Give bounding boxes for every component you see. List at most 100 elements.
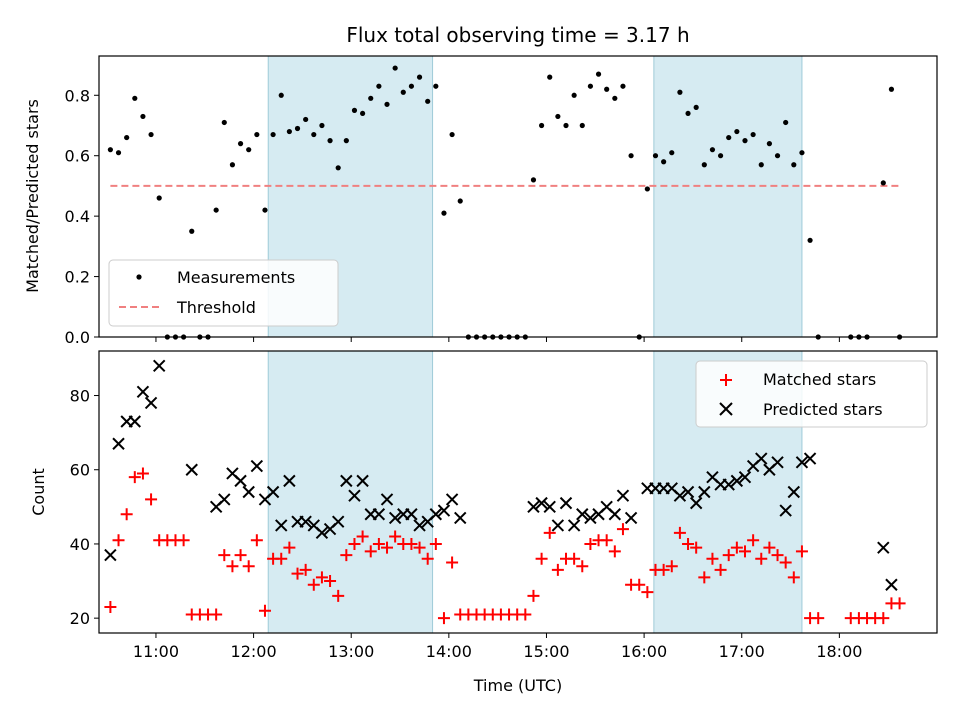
bottom-matched-points	[104, 467, 906, 625]
matched-stars-point	[234, 549, 247, 562]
matched-stars-point	[258, 604, 271, 617]
x-tick-label: 15:00	[523, 642, 569, 661]
matched-stars-point	[421, 552, 434, 565]
predicted-stars-point	[673, 489, 687, 502]
measurement-point	[319, 122, 325, 129]
predicted-stars-point	[356, 474, 369, 488]
matched-stars-point	[722, 549, 735, 562]
measurement-point	[376, 83, 382, 89]
predicted-stars-point	[348, 489, 361, 502]
measurement-point	[685, 110, 691, 117]
measurement-point	[441, 210, 447, 216]
predicted-stars-point	[242, 485, 255, 499]
predicted-stars-point	[136, 385, 150, 399]
matched-stars-point	[535, 552, 548, 565]
measurement-point	[408, 83, 415, 89]
measurement-point	[140, 113, 146, 120]
predicted-stars-point	[722, 478, 735, 491]
matched-stars-point	[665, 560, 678, 573]
matched-stars-point	[706, 552, 719, 565]
matched-stars-point	[332, 589, 345, 602]
matched-stars-point	[389, 530, 402, 543]
matched-stars-point	[893, 597, 906, 610]
matched-stars-point	[429, 537, 442, 550]
top-plot-frame	[98, 55, 938, 338]
measurement-point	[880, 180, 886, 186]
matched-stars-point	[616, 523, 629, 536]
measurement-point	[107, 147, 113, 153]
predicted-stars-point	[543, 500, 556, 514]
matched-stars-point	[250, 534, 263, 547]
matched-stars-point	[177, 534, 190, 547]
measurement-point	[604, 86, 610, 92]
measurement-point	[148, 131, 154, 138]
measurement-point	[701, 162, 707, 168]
bottom-x-ticks: 11:00 12:00 13:00 14:00 15:00 16:00 17:00 18:00	[133, 633, 862, 661]
measurement-point	[343, 138, 349, 144]
shaded-interval	[653, 56, 802, 337]
predicted-stars-point	[112, 437, 125, 450]
matched-stars-point	[120, 508, 133, 521]
measurement-point	[278, 92, 284, 98]
measurement-point	[132, 95, 138, 101]
top-shaded-intervals	[267, 56, 803, 337]
predicted-stars-point	[535, 496, 548, 510]
measurement-point	[717, 153, 724, 159]
matched-stars-point	[413, 541, 426, 554]
matched-stars-point	[128, 471, 141, 484]
bottom-x-axis-label: Time (UTC)	[473, 676, 562, 695]
measurement-point	[742, 138, 748, 144]
measurement-point	[612, 95, 618, 101]
measurement-point	[360, 110, 366, 117]
matched-stars-point	[242, 560, 255, 573]
matched-stars-point	[551, 563, 564, 576]
predicted-stars-point	[413, 519, 426, 532]
matched-stars-point	[210, 608, 223, 621]
measurement-point	[351, 107, 358, 113]
measurement-point	[595, 71, 602, 77]
measurement-point	[221, 119, 227, 126]
predicted-stars-point	[437, 504, 451, 517]
measurement-point	[124, 134, 130, 141]
measurement-point	[189, 228, 195, 234]
predicted-stars-point	[315, 526, 329, 540]
predicted-stars-point	[689, 496, 703, 510]
measurement-point	[628, 153, 634, 159]
measurement-point	[555, 113, 561, 120]
measurement-point	[392, 65, 398, 71]
predicted-stars-point	[885, 578, 898, 591]
predicted-stars-point	[104, 548, 117, 562]
measurement-point	[709, 147, 716, 153]
y-tick-label: 40	[70, 535, 90, 554]
predicted-stars-point	[779, 504, 792, 517]
measurement-point	[587, 83, 594, 89]
matched-stars-point	[291, 567, 304, 580]
measurement-point	[115, 150, 122, 156]
measurement-point	[758, 162, 764, 168]
measurement-point	[433, 83, 439, 89]
matched-stars-point	[747, 534, 760, 547]
top-y-ticks: 0.0 0.2 0.4 0.6 0.8	[65, 86, 99, 347]
measurement-point	[416, 74, 423, 80]
matched-stars-point	[372, 537, 385, 550]
matched-stars-point	[690, 541, 703, 554]
matched-stars-point	[779, 556, 792, 569]
measurement-point	[262, 207, 268, 213]
matched-stars-point	[641, 586, 654, 599]
matched-stars-point	[576, 560, 589, 573]
matched-stars-point	[633, 578, 646, 591]
matched-stars-point	[657, 563, 670, 576]
matched-stars-point	[763, 541, 776, 554]
predicted-stars-point	[551, 519, 565, 532]
measurement-point	[538, 122, 545, 129]
measurement-point	[530, 177, 537, 183]
predicted-stars-point	[380, 493, 394, 506]
predicted-stars-point	[218, 493, 231, 506]
matched-stars-point	[568, 552, 581, 565]
measurement-point	[311, 131, 317, 138]
matched-stars-point	[340, 549, 353, 562]
matched-stars-point	[104, 601, 117, 614]
measurement-point	[449, 131, 455, 138]
matched-stars-point	[543, 526, 556, 539]
predicted-stars-point	[275, 519, 288, 532]
